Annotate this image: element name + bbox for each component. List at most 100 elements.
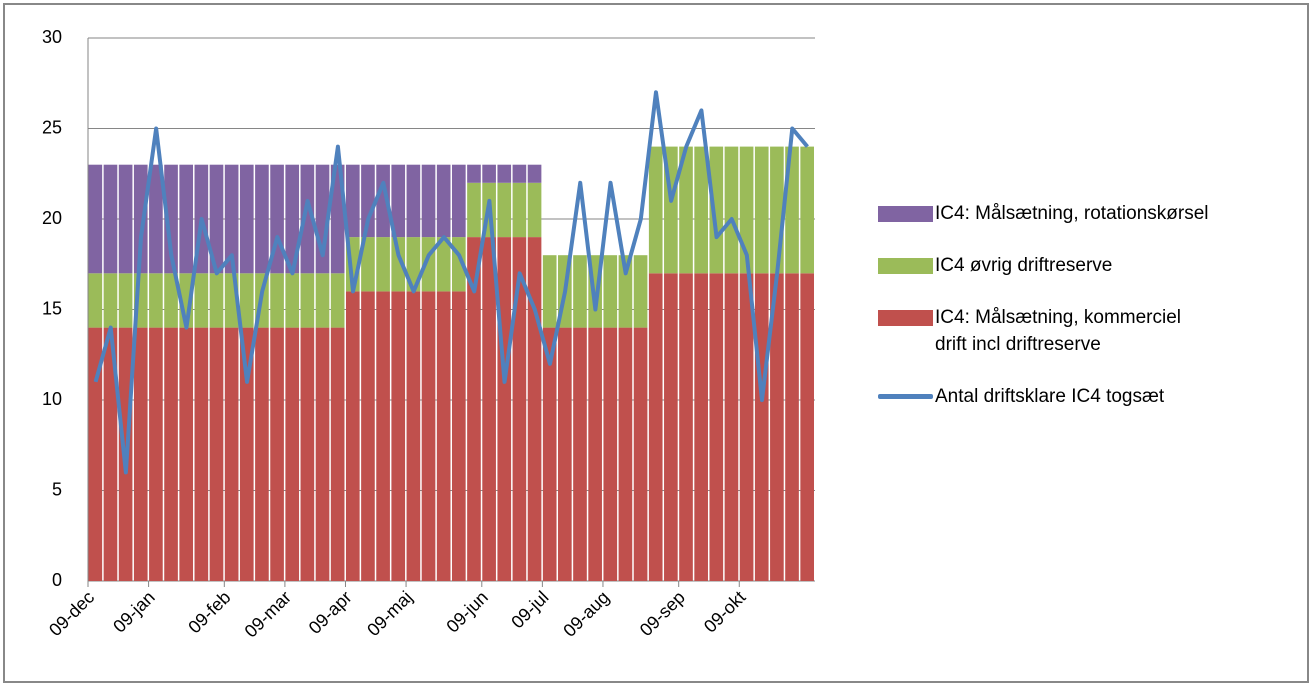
y-tick-label: 15 [42, 298, 62, 318]
bar-segment [179, 327, 194, 581]
bar-segment [436, 291, 451, 581]
bar-segment [330, 327, 345, 581]
x-tick-label: 09-mar [241, 587, 295, 641]
bar-segment [527, 237, 542, 581]
x-tick-label: 09-apr [305, 587, 356, 638]
bar-segment [739, 273, 754, 581]
bar-segment [376, 291, 390, 581]
bar-segment [345, 164, 360, 238]
bar-segment [421, 164, 436, 238]
y-tick-label: 30 [42, 27, 62, 47]
legend-item: Antal driftsklare IC4 togsæt [878, 383, 1298, 410]
x-tick-label: 09-sep [636, 587, 689, 640]
bar-segment [88, 164, 103, 274]
bar-segment [664, 273, 678, 581]
bar-segment [285, 327, 300, 581]
bar-segment [133, 164, 148, 274]
bar-segment [224, 327, 239, 581]
bar-segment [194, 327, 209, 581]
y-tick-label: 0 [52, 570, 62, 590]
legend-swatch [878, 394, 933, 399]
bar-segment [603, 255, 618, 328]
bar-segment [209, 273, 224, 328]
bar-segment [285, 164, 300, 274]
bar-segment [512, 237, 527, 581]
bar-segment [391, 237, 406, 292]
bar-segment [512, 182, 527, 238]
bar-segment [239, 327, 254, 581]
legend: IC4: Målsætning, rotationskørsel IC4 øvri… [878, 200, 1298, 435]
bar-segment [361, 237, 375, 292]
bar-segment [149, 327, 163, 581]
bar-segment [164, 273, 178, 328]
bar-segment [88, 327, 103, 581]
bar-segment [285, 273, 300, 328]
bar-segment [573, 327, 587, 581]
bar-segment [754, 146, 769, 274]
bar-segment [770, 273, 784, 581]
bar-segment [527, 182, 542, 238]
bar-segment [648, 146, 663, 274]
bar-segment [618, 255, 633, 328]
bar-segment [133, 327, 148, 581]
bar-segment [785, 273, 799, 581]
bar-segment [118, 273, 133, 328]
bar-segment [103, 273, 118, 328]
bar-segment [709, 146, 724, 274]
bar-segment [588, 327, 602, 581]
bar-segment [103, 327, 118, 581]
y-tick-label: 5 [52, 479, 62, 499]
bar-segment [164, 327, 178, 581]
bar-segment [467, 164, 481, 183]
bar-segment [573, 255, 587, 328]
x-tick-label: 09-maj [363, 587, 416, 640]
bar-segment [724, 273, 739, 581]
bar-segment [239, 273, 254, 328]
x-tick-label: 09-jan [109, 587, 159, 637]
bar-segment [497, 164, 512, 183]
bar-segment [164, 164, 178, 274]
bar-segment [633, 327, 648, 581]
bar-segment [270, 273, 284, 328]
bar-segment [406, 164, 421, 238]
bar-segment [300, 273, 315, 328]
legend-item: IC4: Målsætning, kommerciel drift incl d… [878, 304, 1298, 358]
bar-segment [88, 273, 103, 328]
bar-segment [361, 164, 375, 238]
bar-segment [300, 164, 315, 274]
bar-segment [527, 164, 542, 183]
bar-segment [800, 273, 814, 581]
bar-segment [679, 146, 693, 274]
legend-label: Antal driftsklare IC4 togsæt [935, 386, 1165, 407]
bar-segment [482, 237, 496, 581]
bar-segment [452, 291, 466, 581]
chart-frame [3, 3, 1309, 683]
bar-segment [542, 327, 557, 581]
bar-segment [179, 164, 194, 274]
bar-segment [391, 291, 406, 581]
bar-segment [754, 273, 769, 581]
bar-segment [209, 164, 224, 274]
legend-swatch [878, 206, 933, 222]
legend-label: IC4: Målsætning, rotationskørsel [935, 203, 1209, 224]
bar-segment [436, 237, 451, 292]
bar-segment [467, 237, 481, 581]
bar-segment [315, 273, 330, 328]
x-tick-label: 09-aug [559, 587, 613, 641]
bar-segment [694, 273, 708, 581]
bar-segment [345, 291, 360, 581]
bar-segment [149, 273, 163, 328]
bar-segment [770, 146, 784, 274]
bar-segment [467, 182, 481, 238]
bar-segment [512, 164, 527, 183]
bar-segment [209, 327, 224, 581]
bar-segment [421, 291, 436, 581]
bar-segment [103, 164, 118, 274]
bar-segment [603, 327, 618, 581]
bar-segment [558, 327, 572, 581]
bar-segment [255, 164, 269, 274]
x-tick-label: 09-dec [45, 587, 98, 640]
legend-swatch [878, 310, 933, 326]
